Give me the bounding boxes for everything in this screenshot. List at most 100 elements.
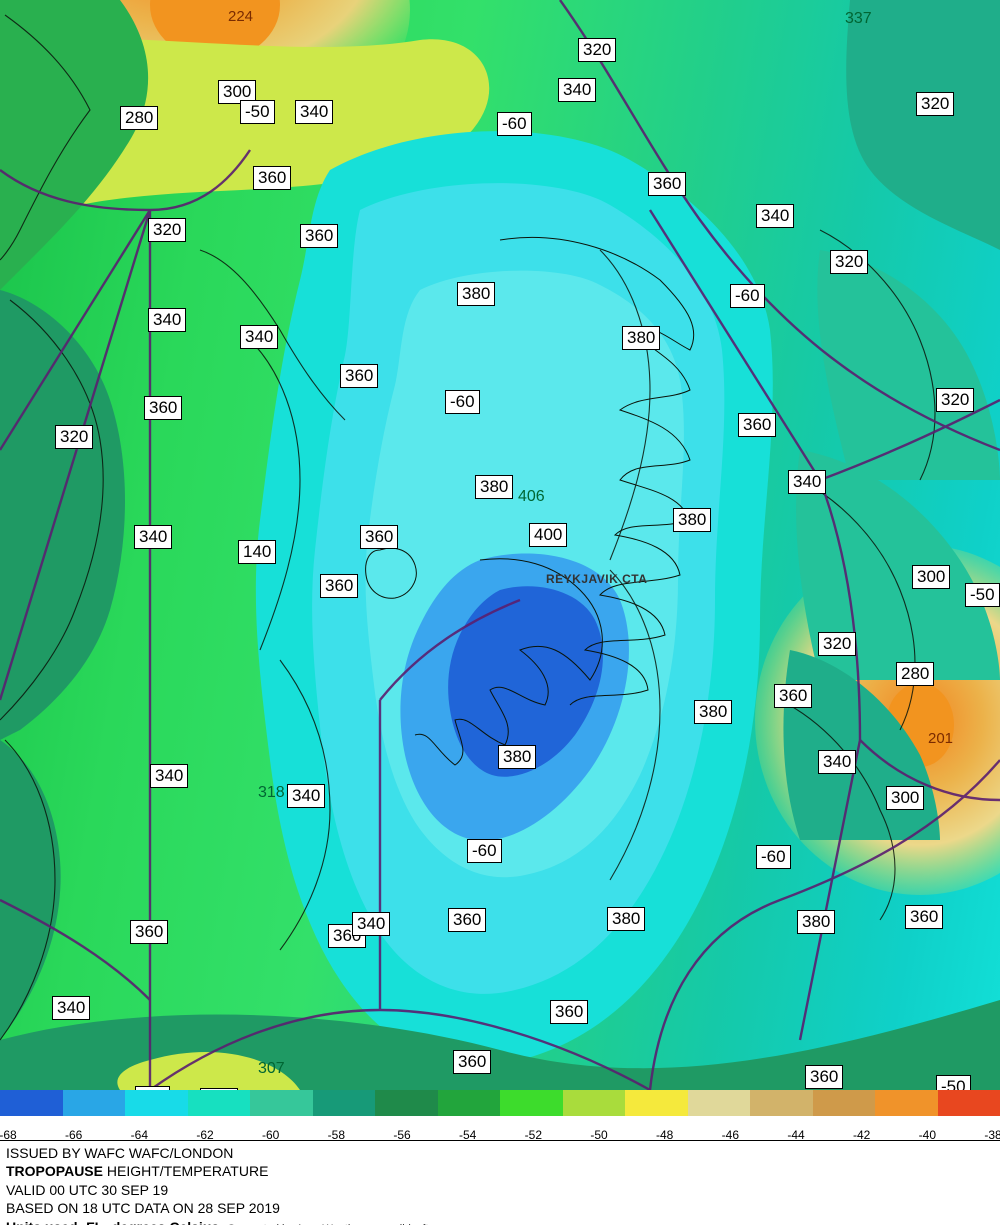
legend-swatch-6 [375, 1090, 438, 1116]
contour-value-50: 300 [886, 786, 924, 810]
legend-tick--56: -56 [393, 1128, 410, 1142]
contour-value-8: -60 [497, 112, 532, 136]
contour-value-45: 340 [818, 750, 856, 774]
units-bold: Units used: FL; degrees Celsius. [6, 1219, 223, 1225]
contour-value-51: 340 [150, 764, 188, 788]
legend-tick--38: -38 [984, 1128, 1000, 1142]
contour-value-24: 380 [622, 326, 660, 350]
contour-value-52: -60 [467, 839, 502, 863]
legend-swatch-12 [750, 1090, 813, 1116]
product-line: TROPOPAUSE HEIGHT/TEMPERATURE [6, 1162, 994, 1180]
legend-swatch-4 [250, 1090, 313, 1116]
legend-tick--54: -54 [459, 1128, 476, 1142]
contour-value-7: 340 [558, 78, 596, 102]
contour-value-2: 280 [120, 106, 158, 130]
contour-value-30: 340 [788, 470, 826, 494]
contour-value-70: -50 [936, 1075, 971, 1090]
contour-value-55: 360 [448, 908, 486, 932]
legend-tick--40: -40 [919, 1128, 936, 1142]
contour-value-3: -50 [240, 100, 275, 124]
contour-value-4: 340 [295, 100, 333, 124]
legend-tick--58: -58 [328, 1128, 345, 1142]
plain-contour-value-25: 406 [518, 488, 545, 506]
contour-value-18: 320 [916, 92, 954, 116]
contour-value-53: -60 [756, 845, 791, 869]
contour-value-56: 380 [607, 907, 645, 931]
contour-value-60: 340 [52, 996, 90, 1020]
contour-value-31: 320 [830, 250, 868, 274]
product-bold: TROPOPAUSE [6, 1163, 103, 1179]
legend-tick--64: -64 [131, 1128, 148, 1142]
contour-value-21: 320 [936, 388, 974, 412]
legend-swatch-10 [625, 1090, 688, 1116]
contour-value-26: 380 [475, 475, 513, 499]
tropopause-map: 224 300 280 -50 340 360 320 340 -60 337 360 360 340 3… [0, 0, 1000, 1090]
legend-tick--46: -46 [722, 1128, 739, 1142]
contour-value-36: 300 [912, 565, 950, 589]
plain-contour-value-48: 318 [258, 784, 285, 802]
contour-value-68: 360 [805, 1065, 843, 1089]
legend-swatch-15 [938, 1090, 1000, 1116]
issuer-line: ISSUED BY WAFC WAFC/LONDON [6, 1144, 994, 1162]
contour-value-10: 360 [253, 166, 291, 190]
contour-value-40: 360 [774, 684, 812, 708]
contour-value-27: 400 [529, 523, 567, 547]
contour-value-13: 320 [148, 218, 186, 242]
color-legend-ticks: -68 -66 -64 -62 -60 -58 -56 -54 -52 -50 -48 -46 -44 -… [0, 1128, 1000, 1140]
legend-swatch-2 [125, 1090, 188, 1116]
city-label-reykjavik: REYKJAVIK CTA [546, 572, 647, 586]
contour-value-54: 340 [352, 912, 390, 936]
legend-tick--44: -44 [787, 1128, 804, 1142]
legend-swatch-5 [313, 1090, 376, 1116]
contour-value-67: 360 [550, 1000, 588, 1024]
legend-tick--62: -62 [196, 1128, 213, 1142]
contour-value-23: -60 [445, 390, 480, 414]
contour-value-11: 360 [648, 172, 686, 196]
plain-contour-value-61: 307 [258, 1060, 285, 1078]
legend-tick--52: -52 [525, 1128, 542, 1142]
contour-value-5: 360 [360, 525, 398, 549]
contour-value-58: 360 [905, 905, 943, 929]
contour-value-28: 380 [673, 508, 711, 532]
color-legend-bar [0, 1090, 1000, 1128]
legend-swatch-14 [875, 1090, 938, 1116]
contour-value-32: 360 [144, 396, 182, 420]
contour-value-39: 320 [818, 632, 856, 656]
contour-value-44: 380 [498, 745, 536, 769]
legend-tick--50: -50 [590, 1128, 607, 1142]
contour-value-19: 340 [148, 308, 186, 332]
contour-value-41: 140 [238, 540, 276, 564]
legend-swatch-3 [188, 1090, 251, 1116]
contour-value-22: 340 [240, 325, 278, 349]
based-line: BASED ON 18 UTC DATA ON 28 SEP 2019 [6, 1199, 994, 1217]
legend-tick--68: -68 [0, 1128, 17, 1142]
plain-contour-value-9: 337 [845, 10, 872, 28]
contour-value-35: 360 [320, 574, 358, 598]
contour-value-6: 320 [578, 38, 616, 62]
contour-value-49: 340 [287, 784, 325, 808]
legend-swatch-7 [438, 1090, 501, 1116]
contour-value-42: 340 [134, 525, 172, 549]
contour-value-17: -60 [730, 284, 765, 308]
contour-value-43: 380 [694, 700, 732, 724]
legend-swatch-1 [63, 1090, 126, 1116]
warm-core-value-0: 224 [228, 8, 253, 25]
valid-line: VALID 00 UTC 30 SEP 19 [6, 1181, 994, 1199]
map-info-box: ISSUED BY WAFC WAFC/LONDON TROPOPAUSE HE… [0, 1140, 1000, 1225]
contour-value-59: 360 [130, 920, 168, 944]
contour-value-37: -50 [965, 583, 1000, 607]
contour-value-16: 380 [457, 282, 495, 306]
legend-swatch-11 [688, 1090, 751, 1116]
units-line: Units used: FL; degrees Celsius. Generat… [6, 1218, 994, 1225]
legend-tick--66: -66 [65, 1128, 82, 1142]
contour-value-57: 380 [797, 910, 835, 934]
legend-swatch-0 [0, 1090, 63, 1116]
contour-value-15: 360 [300, 224, 338, 248]
contour-value-20: 360 [340, 364, 378, 388]
legend-swatch-9 [563, 1090, 626, 1116]
legend-swatch-8 [500, 1090, 563, 1116]
contour-value-38: 280 [896, 662, 934, 686]
contour-value-33: 320 [55, 425, 93, 449]
legend-tick--42: -42 [853, 1128, 870, 1142]
contour-value-12: 340 [756, 204, 794, 228]
